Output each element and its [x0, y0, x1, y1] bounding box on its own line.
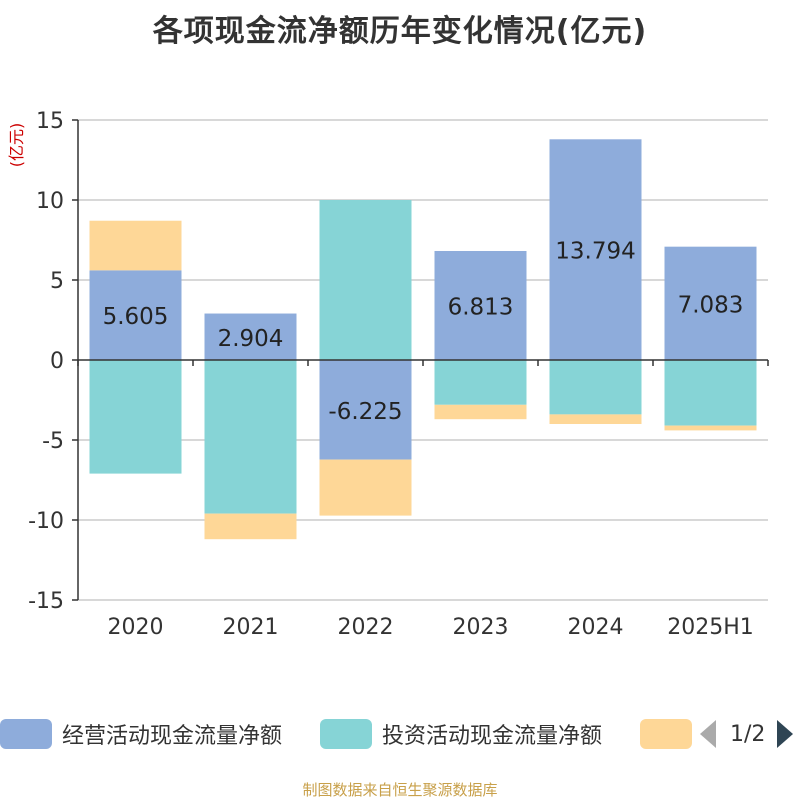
bar-s2-3 — [434, 404, 527, 420]
x-tick-label-1: 2021 — [223, 615, 279, 640]
x-tick-label-5: 2025H1 — [667, 615, 754, 640]
bar-s0-2 — [319, 360, 412, 460]
legend-swatch-financing — [640, 719, 692, 749]
x-tick-label-0: 2020 — [108, 615, 164, 640]
bar-s2-2 — [319, 459, 412, 516]
bar-s1-3 — [434, 360, 527, 405]
data-label-4: 13.794 — [555, 239, 635, 265]
bar-s0-5 — [664, 246, 757, 360]
data-label-1: 2.904 — [218, 326, 284, 352]
y-axis-label: (亿元) — [7, 123, 26, 168]
chart-title: 各项现金流净额历年变化情况(亿元) — [152, 14, 648, 49]
bar-s0-4 — [549, 139, 642, 360]
chart-canvas: 15 10 5 0 -5 -10 -15 (亿元) 2020 2021 2022 2023 2024 20… — [7, 109, 769, 640]
legend: 经营活动现金流量净额 投资活动现金流量净额 1/2 — [0, 716, 800, 752]
x-tick-label-4: 2024 — [568, 615, 624, 640]
y-tick-label-5: -10 — [28, 509, 64, 534]
data-label-3: 6.813 — [448, 294, 514, 320]
data-label-5: 7.083 — [678, 292, 744, 318]
bar-s0-3 — [434, 250, 527, 360]
legend-item-investing[interactable]: 投资活动现金流量净额 — [320, 716, 602, 752]
legend-pager: 1/2 — [700, 716, 794, 752]
bar-s2-4 — [549, 414, 642, 424]
y-tick-label-6: -15 — [28, 589, 64, 614]
bar-s0-0 — [89, 270, 182, 360]
y-tick-label-3: 0 — [50, 349, 64, 374]
bar-s2-0 — [89, 220, 182, 271]
legend-swatch-investing — [320, 719, 372, 749]
source-note: 制图数据来自恒生聚源数据库 — [302, 781, 498, 799]
data-label-2: -6.225 — [328, 399, 402, 425]
bar-s2-5 — [664, 425, 757, 431]
y-tick-label-0: 15 — [36, 109, 64, 134]
legend-item-operating[interactable]: 经营活动现金流量净额 — [0, 716, 282, 752]
legend-swatch-operating — [0, 719, 52, 749]
legend-label-investing: 投资活动现金流量净额 — [382, 724, 603, 749]
bar-s1-2 — [319, 200, 412, 360]
bar-s2-1 — [204, 513, 297, 540]
pager-next-icon[interactable] — [777, 720, 794, 748]
bar-s1-0 — [89, 360, 182, 474]
bar-s1-1 — [204, 360, 297, 514]
y-tick-label-2: 5 — [50, 269, 64, 294]
bar-s1-4 — [549, 360, 642, 415]
data-label-0: 5.605 — [103, 304, 169, 330]
y-tick-label-4: -5 — [42, 429, 64, 454]
legend-label-operating: 经营活动现金流量净额 — [62, 724, 283, 749]
bar-s0-1 — [204, 313, 297, 360]
x-tick-label-2: 2022 — [338, 615, 394, 640]
legend-item-financing[interactable] — [640, 716, 692, 752]
pager-prev-icon[interactable] — [700, 720, 716, 748]
pager-indicator: 1/2 — [730, 721, 766, 747]
x-tick-label-3: 2023 — [453, 615, 509, 640]
y-tick-label-1: 10 — [36, 189, 64, 214]
bar-s1-5 — [664, 360, 757, 426]
